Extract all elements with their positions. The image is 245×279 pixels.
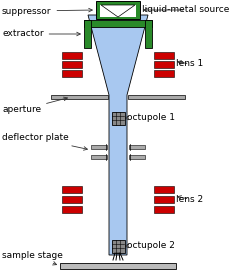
Bar xyxy=(154,196,174,203)
Text: sample stage: sample stage xyxy=(2,251,63,265)
Bar xyxy=(145,20,152,48)
Bar xyxy=(51,95,108,99)
Bar xyxy=(112,240,125,253)
Bar xyxy=(100,5,136,17)
Bar xyxy=(96,1,140,19)
Text: lens 2: lens 2 xyxy=(176,194,203,203)
Bar xyxy=(154,186,174,193)
Bar xyxy=(129,155,145,159)
Bar xyxy=(62,70,82,77)
Text: liquid-metal source: liquid-metal source xyxy=(142,6,229,15)
Text: suppressor: suppressor xyxy=(2,6,92,16)
Text: deflector plate: deflector plate xyxy=(2,133,87,150)
Bar xyxy=(62,186,82,193)
Bar xyxy=(154,70,174,77)
Polygon shape xyxy=(101,5,135,17)
Bar xyxy=(62,206,82,213)
Text: lens 1: lens 1 xyxy=(176,59,203,69)
Bar xyxy=(112,112,125,125)
Bar xyxy=(129,145,145,149)
Bar xyxy=(62,196,82,203)
Text: octupole 1: octupole 1 xyxy=(124,114,175,122)
Bar xyxy=(154,52,174,59)
Bar xyxy=(91,145,107,149)
Bar xyxy=(84,20,152,27)
Bar xyxy=(154,206,174,213)
Polygon shape xyxy=(88,15,148,255)
Bar xyxy=(91,155,107,159)
Bar xyxy=(128,95,185,99)
Text: extractor: extractor xyxy=(2,30,80,39)
Bar xyxy=(60,263,176,269)
Bar xyxy=(62,61,82,68)
Text: aperture: aperture xyxy=(2,97,67,114)
Bar xyxy=(154,61,174,68)
Bar xyxy=(62,52,82,59)
Bar xyxy=(84,20,91,48)
Text: octupole 2: octupole 2 xyxy=(124,242,175,251)
